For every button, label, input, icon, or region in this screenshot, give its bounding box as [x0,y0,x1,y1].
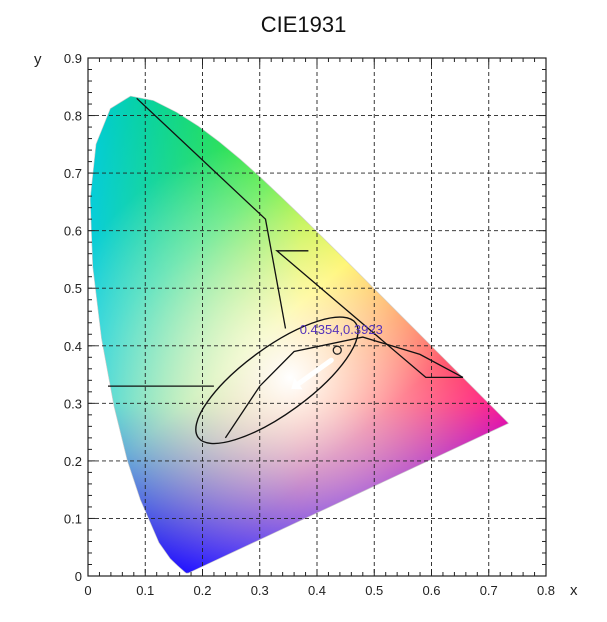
direction-arrow-head [291,378,303,390]
direction-arrow-shaft [296,357,334,387]
overlay-boundary-line [224,336,464,439]
y-tick-label: 0.6 [64,224,82,239]
x-tick-label: 0.1 [136,583,154,598]
y-tick-label: 0.9 [64,51,82,66]
chart-title: CIE1931 [260,12,347,37]
x-tick-label: 0.8 [537,583,555,598]
y-tick-label: 0.4 [64,339,82,354]
y-tick-label: 0 [75,569,82,584]
y-tick-label: 0.8 [64,109,82,124]
measured-point-marker [332,345,342,355]
x-tick-label: 0 [84,583,91,598]
measured-point-label: 0.4354,0.3923 [300,322,383,337]
x-tick-label: 0.3 [251,583,269,598]
y-axis-label: y [34,51,42,68]
y-tick-label: 0.1 [64,511,82,526]
overlay-boundary-line [136,97,287,329]
x-axis-label: x [570,582,578,599]
x-tick-label: 0.5 [365,583,383,598]
x-tick-label: 0.4 [308,583,326,598]
y-tick-label: 0.3 [64,396,82,411]
y-tick-label: 0.7 [64,166,82,181]
tolerance-ellipse [195,316,359,445]
x-tick-label: 0.7 [480,583,498,598]
y-tick-label: 0.2 [64,454,82,469]
y-tick-label: 0.5 [64,281,82,296]
overlay-boundary-line [275,250,463,379]
x-tick-label: 0.2 [193,583,211,598]
spectral-locus [89,95,510,574]
x-tick-label: 0.6 [422,583,440,598]
